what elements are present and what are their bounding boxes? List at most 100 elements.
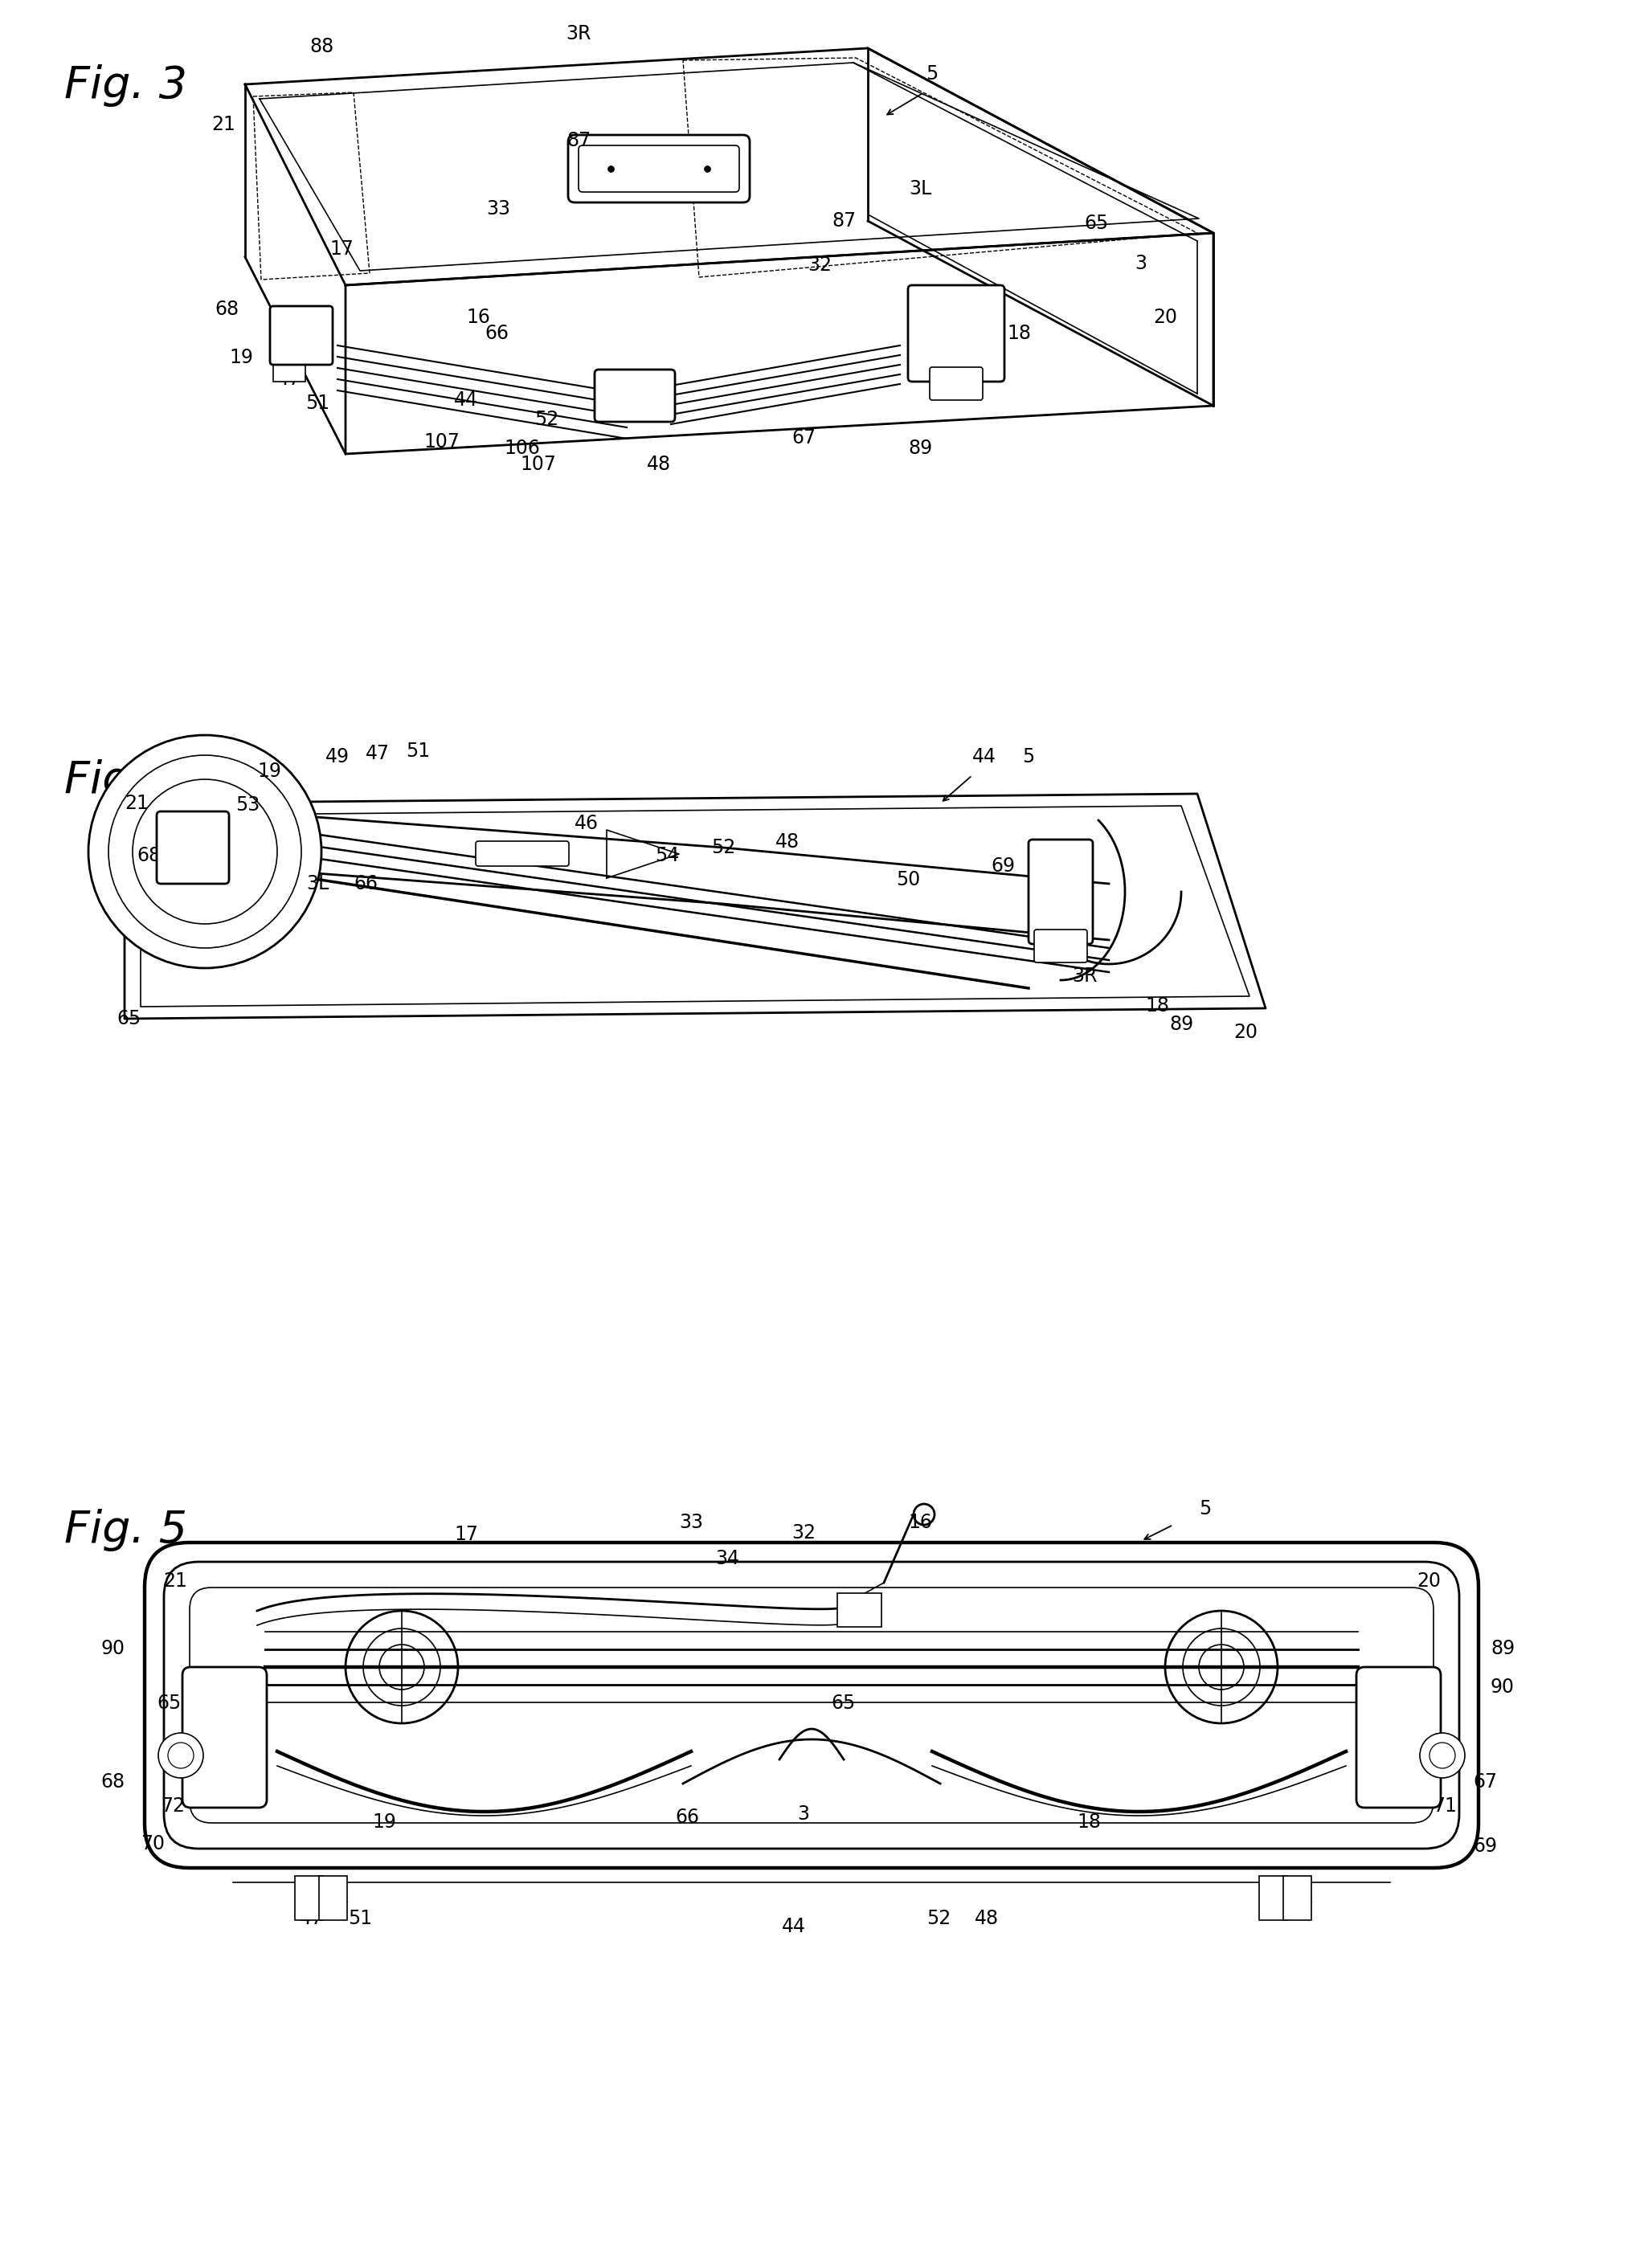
Text: 48: 48 [646, 454, 671, 474]
Text: 21: 21 [211, 116, 236, 134]
Circle shape [159, 1733, 203, 1778]
FancyBboxPatch shape [594, 370, 676, 422]
Text: 69: 69 [991, 857, 1014, 875]
Text: 49: 49 [326, 746, 350, 767]
Bar [319, 1876, 347, 1921]
Text: 89: 89 [1490, 1640, 1515, 1658]
Circle shape [913, 1504, 934, 1524]
Text: 18: 18 [1076, 1812, 1101, 1833]
Text: 3L: 3L [908, 179, 931, 197]
Bar [273, 329, 306, 381]
Bar [1283, 1876, 1312, 1921]
Text: 47: 47 [299, 1910, 324, 1928]
Text: 3R: 3R [566, 25, 591, 43]
Text: 44: 44 [455, 390, 478, 411]
Text: 3L: 3L [306, 873, 329, 894]
Text: Fig. 4: Fig. 4 [64, 760, 187, 803]
Text: 51: 51 [406, 742, 430, 760]
Text: 88: 88 [955, 349, 980, 370]
Text: 17: 17 [329, 240, 353, 259]
Text: 48: 48 [775, 832, 800, 850]
Text: 20: 20 [1417, 1572, 1441, 1590]
Text: 32: 32 [792, 1524, 816, 1542]
Bar [1260, 1876, 1288, 1921]
Circle shape [88, 735, 321, 968]
Text: 51: 51 [306, 395, 329, 413]
Text: 66: 66 [484, 324, 509, 342]
FancyBboxPatch shape [1034, 930, 1088, 962]
Text: Fig. 5: Fig. 5 [64, 1508, 187, 1551]
Text: 70: 70 [141, 1835, 165, 1853]
Text: 66: 66 [353, 873, 378, 894]
FancyBboxPatch shape [1029, 839, 1093, 943]
Text: 17: 17 [455, 1524, 478, 1545]
FancyBboxPatch shape [908, 286, 1005, 381]
FancyBboxPatch shape [182, 1667, 267, 1808]
Text: 5: 5 [1022, 746, 1034, 767]
Text: 47: 47 [365, 744, 389, 764]
Text: 19: 19 [371, 1812, 396, 1833]
Text: 3: 3 [1135, 254, 1147, 272]
Text: 89: 89 [908, 438, 933, 458]
Text: Fig. 3: Fig. 3 [64, 64, 187, 107]
Text: 90: 90 [1490, 1678, 1515, 1696]
Text: 47: 47 [276, 370, 301, 388]
Text: 33: 33 [486, 200, 510, 218]
Text: 67: 67 [1049, 860, 1073, 880]
Text: 89: 89 [1170, 1014, 1193, 1034]
Text: 18: 18 [1145, 996, 1170, 1016]
Text: 44: 44 [782, 1916, 807, 1937]
Text: 3: 3 [797, 1805, 810, 1823]
Text: 107: 107 [520, 454, 556, 474]
Text: 50: 50 [897, 871, 919, 889]
Text: 68: 68 [214, 299, 239, 320]
Text: 18: 18 [1006, 324, 1031, 342]
Text: 20: 20 [1234, 1023, 1258, 1041]
FancyBboxPatch shape [476, 841, 569, 866]
Text: 65: 65 [157, 1694, 182, 1712]
Text: 19: 19 [257, 762, 281, 780]
Text: 107: 107 [424, 433, 460, 451]
Text: 5: 5 [926, 64, 937, 84]
Text: 19: 19 [229, 347, 254, 367]
Text: 51: 51 [348, 1910, 371, 1928]
Text: 20: 20 [1153, 308, 1178, 327]
Text: 5: 5 [1199, 1499, 1211, 1520]
Text: 106: 106 [504, 438, 540, 458]
Text: 71: 71 [1433, 1796, 1456, 1817]
Text: 52: 52 [535, 411, 558, 429]
Text: 72: 72 [160, 1796, 185, 1817]
Text: 68: 68 [136, 846, 160, 866]
FancyBboxPatch shape [157, 812, 229, 885]
Polygon shape [182, 780, 245, 819]
Text: 44: 44 [972, 746, 996, 767]
Text: 88: 88 [309, 36, 334, 57]
Text: 32: 32 [808, 256, 831, 274]
Text: 66: 66 [676, 1808, 699, 1828]
Text: 65: 65 [831, 1694, 856, 1712]
Text: 52: 52 [926, 1910, 951, 1928]
Text: 68: 68 [100, 1771, 124, 1792]
Text: 52: 52 [712, 837, 735, 857]
Text: 65: 65 [116, 1009, 141, 1027]
Text: 67: 67 [792, 429, 816, 447]
Text: 53: 53 [236, 796, 260, 814]
Text: 67: 67 [1472, 1771, 1497, 1792]
Text: 46: 46 [574, 814, 599, 832]
Text: 21: 21 [124, 794, 149, 812]
Text: 21: 21 [164, 1572, 187, 1590]
FancyBboxPatch shape [929, 367, 983, 399]
Text: 87: 87 [831, 211, 856, 231]
Text: 54: 54 [654, 846, 679, 866]
Text: 16: 16 [908, 1513, 933, 1533]
Text: 87: 87 [566, 132, 591, 150]
Text: 48: 48 [975, 1910, 1000, 1928]
FancyBboxPatch shape [1356, 1667, 1441, 1808]
Text: 65: 65 [1085, 213, 1109, 234]
Text: 34: 34 [715, 1549, 739, 1567]
Bar [838, 1592, 882, 1626]
Text: 33: 33 [679, 1513, 703, 1533]
Text: 69: 69 [1472, 1837, 1497, 1855]
FancyBboxPatch shape [270, 306, 332, 365]
Text: 90: 90 [100, 1640, 124, 1658]
